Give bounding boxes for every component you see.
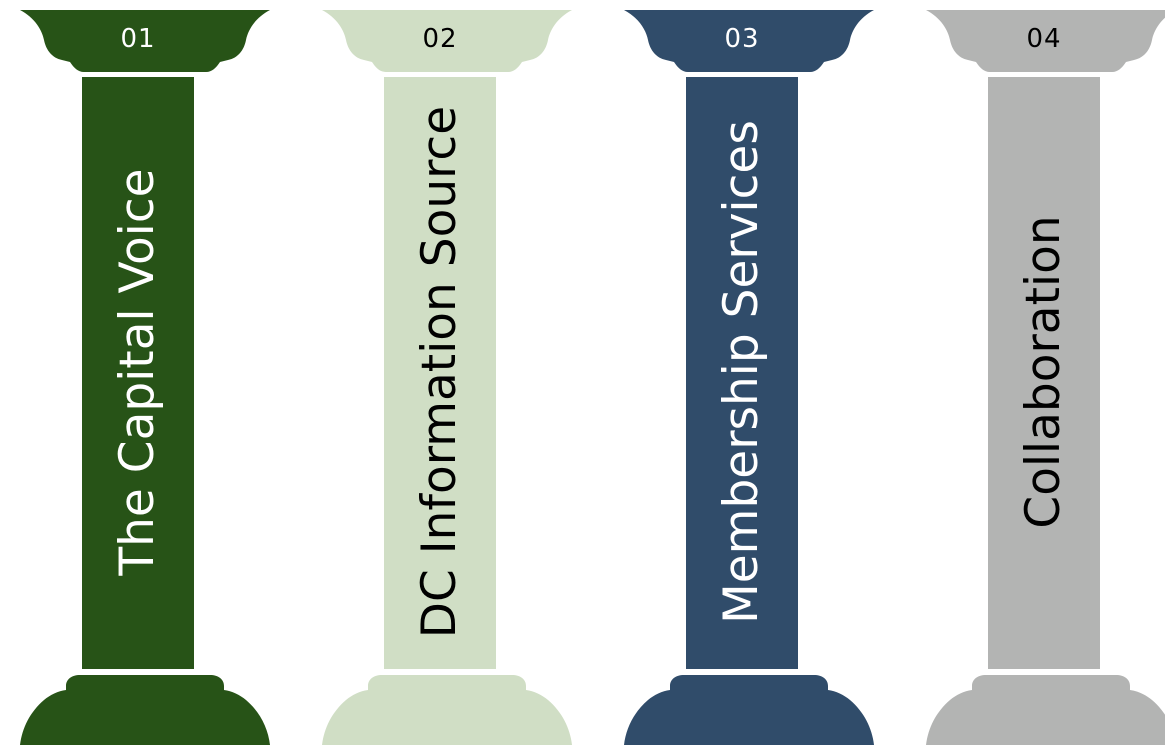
pillar-1: 01 The Capital Voice: [20, 0, 270, 745]
pillar-3-base: [624, 675, 874, 745]
pillar-4-label: Collaboration: [1016, 215, 1071, 529]
pillar-2-label: DC Information Source: [412, 105, 467, 639]
pillar-4-number: 04: [1026, 24, 1062, 54]
pillar-3: 03 Membership Services: [624, 0, 874, 745]
pillar-2-shape: [322, 10, 572, 745]
pillar-1-number: 01: [120, 24, 156, 54]
pillar-1-shaft: [82, 77, 194, 669]
pillar-4-shape: [926, 10, 1165, 745]
pillar-1-shape: [20, 10, 270, 745]
pillar-2-number: 02: [422, 24, 458, 54]
pillar-3-shaft: [686, 77, 798, 669]
pillar-1-label: The Capital Voice: [110, 168, 165, 576]
pillar-3-shape: [624, 10, 874, 745]
pillar-2: 02 DC Information Source: [322, 0, 572, 745]
pillar-2-base: [322, 675, 572, 745]
pillar-2-shaft: [384, 77, 496, 669]
pillar-4-capital: [926, 10, 1165, 72]
pillar-3-label: Membership Services: [714, 120, 769, 624]
pillar-1-capital: [20, 10, 270, 72]
pillar-1-base: [20, 675, 270, 745]
pillar-3-capital: [624, 10, 874, 72]
pillar-2-capital: [322, 10, 572, 72]
pillar-4: 04 Collaboration: [926, 0, 1165, 745]
pillar-3-number: 03: [724, 24, 760, 54]
pillar-4-shaft: [988, 77, 1100, 669]
pillar-4-base: [926, 675, 1165, 745]
